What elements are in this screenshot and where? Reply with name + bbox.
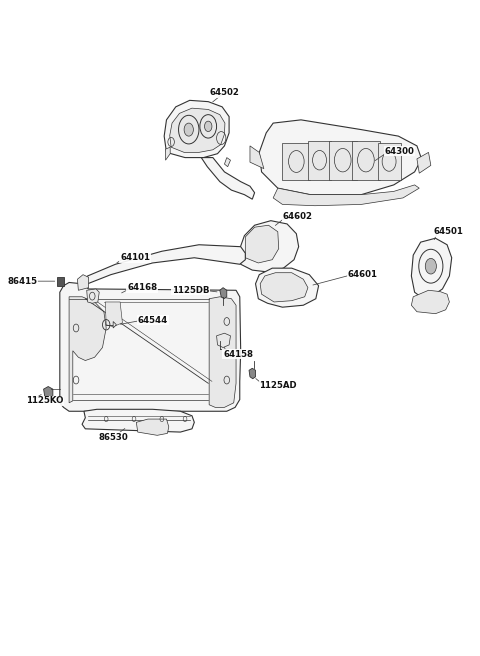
Text: 64101: 64101 (120, 253, 150, 262)
Polygon shape (255, 268, 319, 307)
Text: 1125DB: 1125DB (172, 286, 209, 295)
Polygon shape (82, 409, 194, 432)
Polygon shape (249, 368, 255, 379)
Polygon shape (216, 333, 230, 348)
Polygon shape (220, 288, 227, 298)
Polygon shape (259, 120, 421, 195)
Polygon shape (260, 273, 308, 302)
Polygon shape (77, 275, 89, 290)
Polygon shape (282, 143, 310, 180)
Polygon shape (69, 297, 106, 403)
Polygon shape (87, 289, 99, 303)
Polygon shape (170, 108, 225, 152)
Polygon shape (105, 302, 122, 327)
Polygon shape (417, 152, 431, 173)
Circle shape (425, 258, 436, 274)
Polygon shape (60, 283, 240, 411)
Polygon shape (308, 140, 331, 180)
Polygon shape (411, 238, 452, 297)
Polygon shape (113, 321, 116, 328)
Text: 86415: 86415 (8, 277, 37, 285)
Polygon shape (201, 157, 254, 199)
Polygon shape (329, 140, 357, 180)
Polygon shape (377, 143, 401, 180)
Polygon shape (411, 290, 449, 314)
Text: 64158: 64158 (223, 350, 253, 359)
Polygon shape (209, 297, 236, 407)
Polygon shape (82, 245, 245, 289)
Polygon shape (240, 220, 299, 272)
Text: 64502: 64502 (210, 88, 240, 97)
Circle shape (184, 123, 193, 136)
Text: 1125KO: 1125KO (26, 396, 64, 405)
Polygon shape (136, 419, 169, 436)
Text: 64602: 64602 (282, 212, 312, 220)
Polygon shape (166, 147, 170, 160)
Text: 86530: 86530 (98, 433, 128, 441)
Polygon shape (164, 100, 229, 157)
Text: 64544: 64544 (138, 316, 168, 325)
Text: 64601: 64601 (348, 270, 377, 279)
Text: 1125AD: 1125AD (259, 380, 297, 390)
Polygon shape (250, 146, 264, 169)
Polygon shape (225, 157, 230, 167)
Polygon shape (44, 386, 53, 400)
Text: 64300: 64300 (384, 146, 414, 155)
Text: 64501: 64501 (433, 227, 463, 236)
Polygon shape (273, 185, 419, 206)
Text: 64168: 64168 (127, 283, 157, 292)
Polygon shape (245, 225, 279, 263)
Circle shape (204, 121, 212, 132)
Polygon shape (58, 277, 63, 286)
Polygon shape (352, 140, 380, 180)
